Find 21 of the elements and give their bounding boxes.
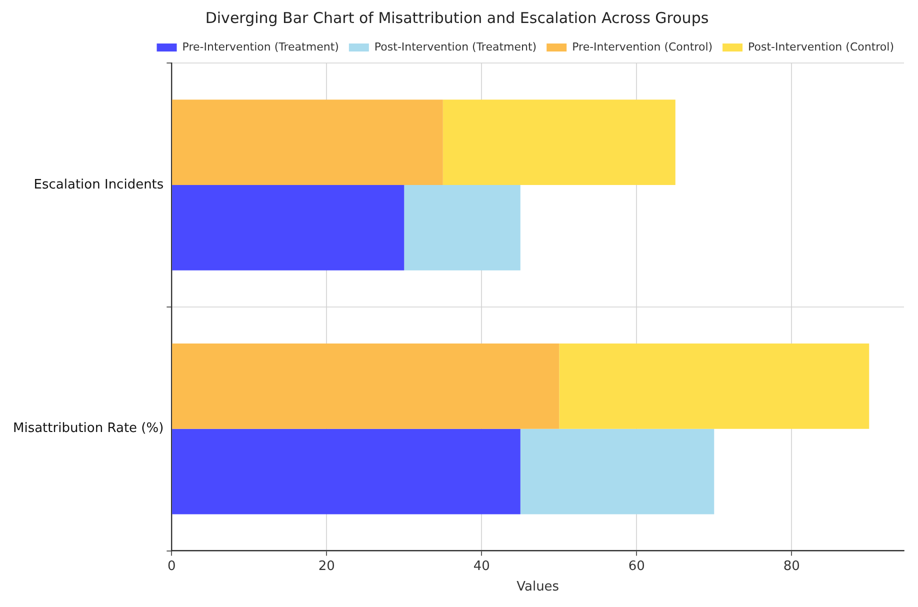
bar [404,184,520,270]
x-axis-title: Values [516,580,560,595]
chart-title: Diverging Bar Chart of Misattribution and Escalation Across Groups [205,8,709,27]
x-tick-label: 20 [318,558,335,574]
legend-label: Pre-Intervention (Control) [572,40,713,54]
bar [172,428,520,514]
bar [559,343,870,429]
legend-label: Post-Intervention (Control) [748,40,894,54]
bar [442,100,676,185]
bar [172,343,560,429]
y-tick-label: Escalation Incidents [34,177,164,192]
bar [520,428,714,514]
x-tick-label: 80 [783,558,800,574]
x-tick-label: 0 [168,558,176,574]
x-tick-label: 60 [628,558,645,574]
bar [172,184,404,270]
legend-label: Post-Intervention (Treatment) [374,40,537,54]
y-tick-label: Misattribution Rate (%) [12,421,164,436]
bar [172,100,443,185]
legend-label: Pre-Intervention (Treatment) [182,40,339,54]
x-tick-label: 40 [473,558,490,574]
